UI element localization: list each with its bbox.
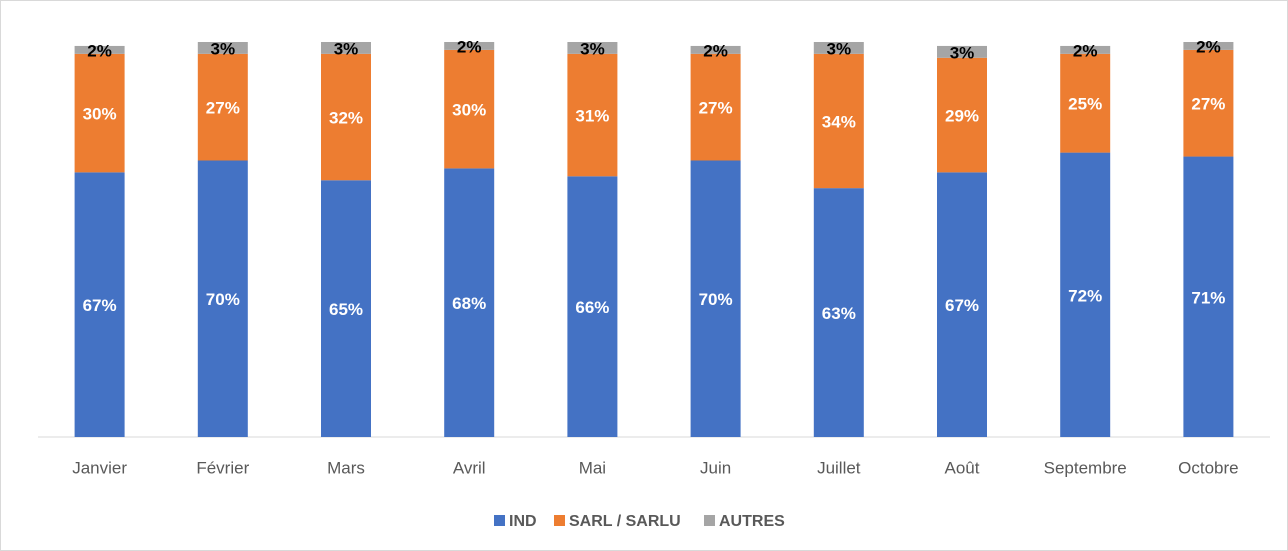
bar-segment xyxy=(1183,49,1234,157)
data-label: 30% xyxy=(83,105,117,124)
bar-segment xyxy=(1060,45,1111,54)
x-tick-label: Avril xyxy=(453,458,486,477)
data-label: 32% xyxy=(329,109,363,128)
data-label: 70% xyxy=(699,290,733,309)
bar-segment xyxy=(74,45,125,54)
bar-segment xyxy=(1183,156,1234,438)
data-label: 30% xyxy=(452,101,486,120)
data-label: 27% xyxy=(206,99,240,118)
data-label: 70% xyxy=(206,290,240,309)
data-label: 63% xyxy=(822,304,856,323)
bar-segment xyxy=(690,53,741,161)
legend-label: SARL / SARLU xyxy=(569,513,681,530)
data-label: 29% xyxy=(945,107,979,126)
bar-segment xyxy=(1060,53,1111,153)
data-label: 67% xyxy=(945,296,979,315)
data-label: 67% xyxy=(83,296,117,315)
legend-swatch xyxy=(494,515,505,526)
data-label: 65% xyxy=(329,300,363,319)
bar-segment xyxy=(321,180,371,437)
data-label: 2% xyxy=(457,37,482,56)
data-label: 25% xyxy=(1068,95,1102,114)
x-tick-label: Septembre xyxy=(1044,458,1127,477)
bar-segment xyxy=(444,49,495,169)
data-label: 2% xyxy=(703,41,728,60)
bar-segment xyxy=(321,42,371,54)
legend-label: IND xyxy=(509,513,537,530)
bar-segment xyxy=(197,53,248,161)
bar-segment xyxy=(813,53,864,189)
bar-segment xyxy=(813,42,864,54)
bar-segment xyxy=(444,168,495,437)
bar-segment xyxy=(1183,42,1234,50)
x-tick-label: Juin xyxy=(700,458,731,477)
bar-segment xyxy=(1060,152,1111,437)
bar-segment xyxy=(567,53,618,177)
bar-segment xyxy=(74,172,125,437)
data-label: 3% xyxy=(950,43,975,62)
bar-segment xyxy=(690,45,741,54)
data-label: 68% xyxy=(452,294,486,313)
bar-segment xyxy=(690,160,741,437)
bar-segment xyxy=(567,42,618,54)
x-tick-label: Mars xyxy=(327,458,365,477)
data-label: 71% xyxy=(1191,288,1225,307)
bar-segment xyxy=(937,57,987,173)
x-tick-label: Juillet xyxy=(817,458,861,477)
bar-segment xyxy=(937,45,987,58)
x-tick-label: Février xyxy=(196,458,249,477)
bar-segment xyxy=(321,53,371,181)
data-label: 2% xyxy=(1073,41,1098,60)
x-tick-label: Mai xyxy=(579,458,606,477)
data-label: 2% xyxy=(87,41,112,60)
bar-segment xyxy=(74,53,125,173)
bar-segment xyxy=(197,42,248,54)
x-tick-label: Janvier xyxy=(72,458,127,477)
data-label: 72% xyxy=(1068,286,1102,305)
data-label: 3% xyxy=(334,39,359,58)
legend-swatch xyxy=(554,515,565,526)
bar-segment xyxy=(813,188,864,437)
legend-label: AUTRES xyxy=(719,513,785,530)
data-label: 66% xyxy=(575,298,609,317)
data-label: 3% xyxy=(211,39,236,58)
data-label: 3% xyxy=(580,39,605,58)
bar-segment xyxy=(197,160,248,437)
data-label: 34% xyxy=(822,112,856,131)
data-label: 31% xyxy=(575,107,609,126)
x-tick-label: Octobre xyxy=(1178,458,1238,477)
bar-segment xyxy=(567,176,618,438)
data-label: 2% xyxy=(1196,37,1221,56)
bar-segment xyxy=(444,42,495,50)
bar-segment xyxy=(937,172,987,437)
legend-swatch xyxy=(704,515,715,526)
data-label: 27% xyxy=(699,99,733,118)
data-label: 3% xyxy=(827,39,852,58)
x-tick-label: Août xyxy=(945,458,980,477)
data-label: 27% xyxy=(1191,95,1225,114)
